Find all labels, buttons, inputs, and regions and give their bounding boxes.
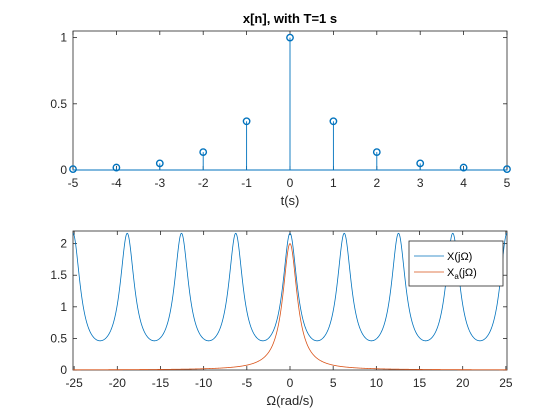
stem-marker bbox=[242, 117, 251, 126]
series-X-line bbox=[72, 232, 508, 342]
spectrum-plot-xtick-label: 10 bbox=[370, 376, 384, 390]
stem-plot-xtick-label: 5 bbox=[504, 176, 511, 190]
spectrum-plot-xtick-label: -10 bbox=[195, 376, 213, 390]
spectrum-plot-xtick-label: 5 bbox=[330, 376, 337, 390]
legend-label-Xa: Xa(jΩ) bbox=[447, 267, 477, 281]
stem-plot-xtick-label: -3 bbox=[154, 176, 165, 190]
stem-marker bbox=[329, 117, 338, 126]
stem-plot-xtick-label: -2 bbox=[198, 176, 209, 190]
stem-plot-ytick-label: 0 bbox=[60, 163, 67, 177]
stem-plot-xtick-label: 3 bbox=[417, 176, 424, 190]
spectrum-plot-ytick-label: 1 bbox=[60, 300, 67, 314]
spectrum-plot-ytick-label: 0.5 bbox=[50, 331, 67, 345]
spectrum-plot-axes: 0 0.5 1 1.5 2 -25 -20 -15 -10 -5 0 5 10 15 20 25 Ω(rad… bbox=[50, 230, 513, 408]
stem-marker bbox=[155, 159, 164, 168]
spectrum-plot-xtick-label: 15 bbox=[413, 376, 427, 390]
stem-marker bbox=[459, 163, 468, 172]
stem-plot-xtick-label: 2 bbox=[373, 176, 380, 190]
stem-marker bbox=[286, 33, 294, 42]
stem-plot-xtick-label: -4 bbox=[111, 176, 122, 190]
stem-plot-xtick-label: 0 bbox=[287, 176, 294, 190]
stem-plot-xtick-label: -5 bbox=[68, 176, 79, 190]
spectrum-plot-xtick-label: -25 bbox=[65, 376, 83, 390]
spectrum-plot-ytick-label: 2 bbox=[60, 237, 67, 251]
spectrum-plot-xtick-label: 0 bbox=[287, 376, 294, 390]
stem-marker bbox=[372, 148, 381, 156]
stem-plot-xlabel: t(s) bbox=[281, 193, 300, 208]
stem-plot-ytick-label: 0.5 bbox=[50, 97, 67, 111]
stem-plot-xtick-label: 1 bbox=[330, 176, 337, 190]
stem-series bbox=[69, 33, 511, 174]
spectrum-plot-y-ticks: 0 0.5 1 1.5 2 bbox=[50, 237, 507, 377]
stem-plot-xtick-label: -1 bbox=[241, 176, 252, 190]
spectrum-plot-xtick-label: -5 bbox=[241, 376, 252, 390]
spectrum-plot-xlabel: Ω(rad/s) bbox=[266, 393, 313, 408]
stem-plot-title: x[n], with T=1 s bbox=[243, 11, 337, 26]
stem-marker bbox=[503, 165, 511, 174]
stem-plot-axes: x[n], with T=1 s 00.51 -5 -4 -3 -2 -1 0 1 2 3 4 5 … bbox=[50, 11, 511, 208]
legend-box bbox=[408, 240, 504, 287]
stem-marker bbox=[199, 148, 208, 156]
stem-plot-ytick-label: 1 bbox=[60, 31, 67, 45]
spectrum-plot-ytick-label: 0 bbox=[60, 363, 67, 377]
spectrum-plot-xtick-label: 25 bbox=[499, 376, 513, 390]
stem-plot-xtick-label: 4 bbox=[460, 176, 467, 190]
series-Xa-line bbox=[73, 243, 507, 371]
spectrum-plot-ytick-label: 1.5 bbox=[50, 268, 67, 282]
stem-marker bbox=[69, 165, 77, 174]
stem-marker bbox=[416, 159, 425, 168]
legend: X(jΩ) Xa(jΩ) bbox=[408, 240, 504, 287]
spectrum-plot-xtick-label: -20 bbox=[109, 376, 127, 390]
stem-marker bbox=[112, 163, 121, 172]
legend-label-X: X(jΩ) bbox=[447, 251, 472, 263]
spectrum-plot-xtick-label: 20 bbox=[456, 376, 470, 390]
spectrum-plot-xtick-label: -15 bbox=[152, 376, 170, 390]
